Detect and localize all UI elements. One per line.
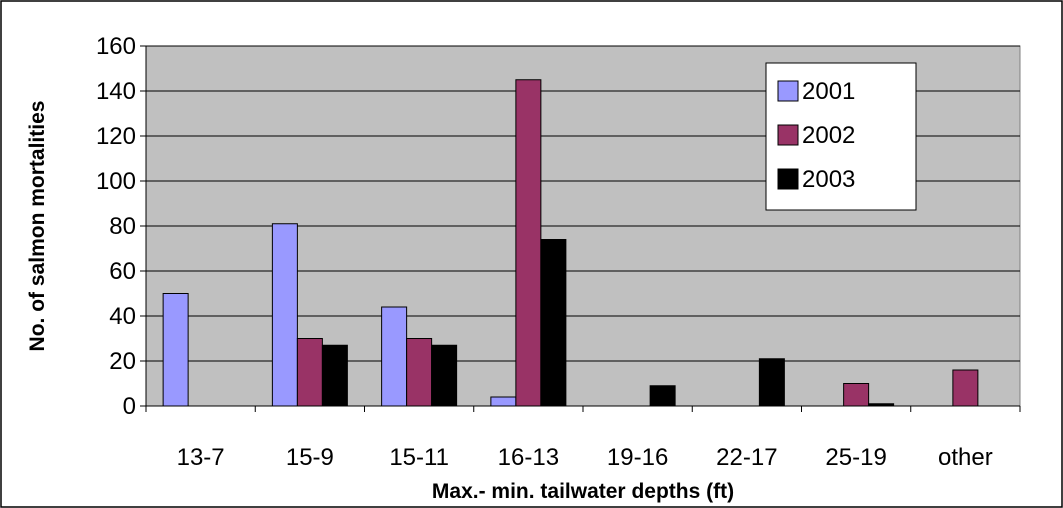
bar-2003 xyxy=(540,239,567,407)
bar-2002 xyxy=(406,338,433,407)
bar-2001 xyxy=(381,306,408,407)
legend-swatch xyxy=(777,80,799,102)
x-axis-title: Max.- min. tailwater depths (ft) xyxy=(432,480,734,503)
bars xyxy=(162,79,979,407)
x-tick-labels: 13-7 15-9 15-11 16-13 19-16 22-17 25-19 other xyxy=(177,444,993,471)
y-tick-label: 20 xyxy=(109,348,136,375)
x-tick-label: other xyxy=(938,444,993,471)
y-tick-label: 60 xyxy=(109,258,136,285)
legend-swatch xyxy=(777,168,799,190)
axes xyxy=(140,45,1021,412)
bar-2001 xyxy=(162,293,189,407)
legend-label: 2003 xyxy=(802,166,855,193)
x-tick-label: 15-11 xyxy=(389,444,449,471)
legend-label: 2001 xyxy=(802,78,855,105)
legend: 2001 2002 2003 xyxy=(765,62,917,211)
x-tick-label: 13-7 xyxy=(177,444,225,471)
legend-label: 2002 xyxy=(802,122,855,149)
bar-2003 xyxy=(431,344,458,407)
x-tick-label: 15-9 xyxy=(286,444,334,471)
y-axis-title: No. of salmon mortalities xyxy=(26,101,49,352)
bar-2002 xyxy=(843,383,870,407)
y-tick-label: 40 xyxy=(109,303,136,330)
y-tick-label: 140 xyxy=(96,78,136,105)
bar-2003 xyxy=(649,385,676,407)
x-tick-label: 16-13 xyxy=(498,444,559,471)
legend-swatch xyxy=(777,124,799,146)
y-tick-label: 120 xyxy=(96,123,136,150)
bar-2003 xyxy=(758,358,785,407)
bar-2002 xyxy=(296,338,323,407)
bar-2002 xyxy=(952,369,979,407)
bar-2001 xyxy=(490,396,517,407)
bar-2002 xyxy=(515,79,542,407)
y-tick-label: 160 xyxy=(96,33,136,60)
y-tick-labels: 0 20 40 60 80 100 120 140 160 xyxy=(96,33,136,420)
bar-2001 xyxy=(271,223,298,407)
x-tick-label: 25-19 xyxy=(825,444,886,471)
bar-2003 xyxy=(321,344,348,407)
y-tick-label: 0 xyxy=(123,393,136,420)
x-tick-label: 19-16 xyxy=(607,444,668,471)
y-tick-label: 100 xyxy=(96,168,136,195)
y-tick-label: 80 xyxy=(109,213,136,240)
x-tick-label: 22-17 xyxy=(716,444,777,471)
